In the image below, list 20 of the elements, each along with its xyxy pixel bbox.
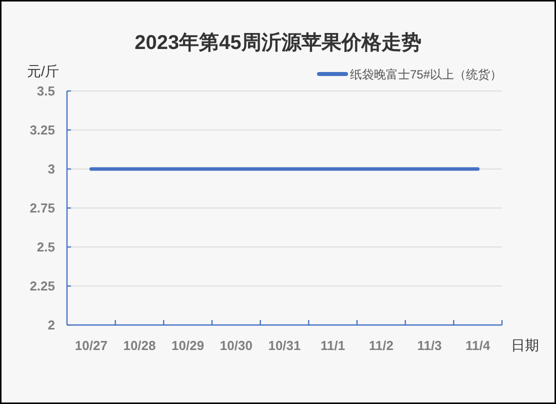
x-tick-label: 11/1 <box>320 338 346 353</box>
x-tick-label: 10/31 <box>268 338 301 353</box>
y-tick-label: 2.25 <box>30 278 55 294</box>
x-tick-label: 10/28 <box>123 338 156 353</box>
y-tick-label: 2.5 <box>36 240 55 254</box>
x-tick-label: 11/3 <box>417 338 442 353</box>
y-tick-label: 3 <box>48 162 55 176</box>
y-tick-label: 3.25 <box>30 122 55 138</box>
title: 2023年第45周沂源苹果价格走势 <box>134 32 422 54</box>
x-tick-label: 10/27 <box>74 338 108 353</box>
y-tick-label: 2 <box>48 318 55 332</box>
y-tick-label: 3.5 <box>36 84 55 98</box>
x-tick-label: 10/29 <box>172 338 204 353</box>
x-tick-label: 11/2 <box>368 338 394 353</box>
legend-label: 纸袋晚富士75#以上（统货） <box>350 68 502 82</box>
y-tick-label: 2.75 <box>30 200 55 216</box>
x-label: 日期 <box>511 337 539 353</box>
y-label: 元/斤 <box>27 63 59 79</box>
x-tick-label: 11/4 <box>466 338 490 353</box>
x-tick-label: 10/30 <box>220 338 252 353</box>
